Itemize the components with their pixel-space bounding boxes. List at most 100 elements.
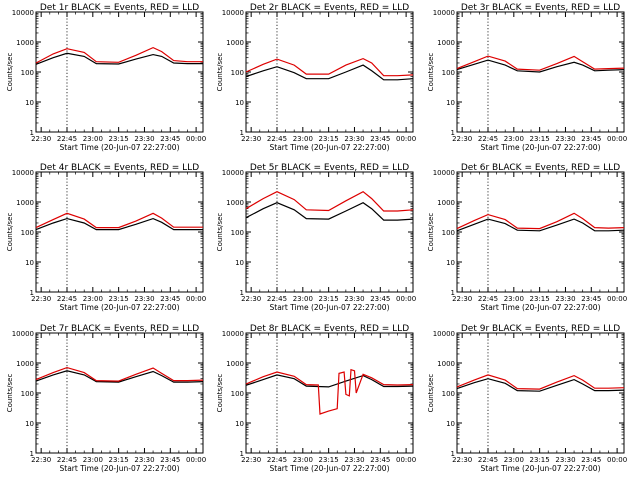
x-tick-label: 22:30 bbox=[452, 456, 472, 464]
x-axis-label: Start Time (20-Jun-07 22:27:00) bbox=[481, 143, 601, 152]
plot-frame bbox=[456, 171, 625, 293]
x-tick-label: 23:30 bbox=[134, 295, 154, 303]
y-tick-label: 1000 bbox=[16, 39, 34, 47]
x-tick-label: 22:45 bbox=[478, 135, 498, 143]
x-tick-label: 22:30 bbox=[452, 135, 472, 143]
x-axis-label: Start Time (20-Jun-07 22:27:00) bbox=[481, 464, 601, 473]
y-axis-label: Counts/sec bbox=[216, 53, 224, 92]
x-tick-label: 00:00 bbox=[186, 295, 206, 303]
y-tick-label: 100 bbox=[442, 229, 455, 237]
plot-frame bbox=[245, 332, 414, 454]
x-tick-label: 23:00 bbox=[293, 456, 313, 464]
y-tick-label: 100 bbox=[231, 69, 244, 77]
x-tick-label: 23:30 bbox=[555, 295, 575, 303]
y-tick-label: 10 bbox=[446, 99, 455, 107]
x-tick-label: 23:30 bbox=[134, 135, 154, 143]
series-line-lld bbox=[35, 212, 203, 229]
chart-title: Det 3r BLACK = Events, RED = LLD bbox=[461, 3, 620, 13]
x-axis-label: Start Time (20-Jun-07 22:27:00) bbox=[481, 303, 601, 312]
chart-panel-4: Det 4r BLACK = Events, RED = LLD 1 10 100 10… bbox=[6, 163, 206, 312]
x-tick-label: 23:30 bbox=[555, 456, 575, 464]
x-tick-label: 22:30 bbox=[241, 135, 261, 143]
series-line-lld bbox=[35, 46, 203, 64]
y-axis-label: Counts/sec bbox=[216, 213, 224, 252]
chart-panel-8: Det 8r BLACK = Events, RED = LLD 1 10 100 10… bbox=[216, 324, 416, 473]
y-tick-label: 1000 bbox=[226, 199, 244, 207]
y-tick-label: 1000 bbox=[437, 39, 455, 47]
y-tick-label: 1000 bbox=[16, 360, 34, 368]
y-tick-label: 100 bbox=[442, 69, 455, 77]
x-tick-label: 23:45 bbox=[370, 456, 390, 464]
x-tick-label: 23:45 bbox=[370, 295, 390, 303]
x-axis-label: Start Time (20-Jun-07 22:27:00) bbox=[270, 464, 390, 473]
x-tick-label: 22:30 bbox=[452, 295, 472, 303]
y-tick-label: 10 bbox=[235, 99, 244, 107]
x-tick-label: 22:30 bbox=[31, 456, 51, 464]
y-tick-label: 1 bbox=[451, 129, 455, 137]
plot-frame bbox=[456, 332, 625, 454]
series-line-lld bbox=[456, 55, 625, 71]
x-tick-label: 22:45 bbox=[478, 456, 498, 464]
x-axis-label: Start Time (20-Jun-07 22:27:00) bbox=[270, 143, 390, 152]
y-axis-label: Counts/sec bbox=[427, 213, 435, 252]
x-tick-label: 23:45 bbox=[160, 135, 180, 143]
x-tick-label: 23:45 bbox=[581, 295, 601, 303]
series-line-events bbox=[35, 52, 203, 65]
series-line-lld bbox=[245, 57, 414, 77]
x-tick-label: 23:00 bbox=[293, 295, 313, 303]
x-tick-label: 00:00 bbox=[186, 135, 206, 143]
y-tick-label: 10000 bbox=[222, 9, 244, 17]
chart-title: Det 5r BLACK = Events, RED = LLD bbox=[250, 163, 409, 173]
y-tick-label: 1000 bbox=[226, 39, 244, 47]
y-axis-label: Counts/sec bbox=[427, 374, 435, 413]
chart-title: Det 9r BLACK = Events, RED = LLD bbox=[461, 324, 620, 334]
y-tick-label: 10 bbox=[25, 99, 34, 107]
series-line-events bbox=[456, 59, 625, 73]
y-tick-label: 1 bbox=[240, 289, 244, 297]
plot-frame bbox=[35, 11, 204, 133]
y-tick-label: 1000 bbox=[226, 360, 244, 368]
x-tick-label: 00:00 bbox=[607, 135, 627, 143]
x-axis-label: Start Time (20-Jun-07 22:27:00) bbox=[60, 464, 180, 473]
y-tick-label: 10000 bbox=[433, 9, 455, 17]
series-line-events bbox=[35, 217, 203, 231]
y-tick-label: 10 bbox=[25, 259, 34, 267]
chart-title: Det 8r BLACK = Events, RED = LLD bbox=[250, 324, 409, 334]
x-tick-label: 22:45 bbox=[267, 456, 287, 464]
series-line-events bbox=[245, 64, 414, 81]
x-tick-label: 22:30 bbox=[241, 295, 261, 303]
chart-panel-5: Det 5r BLACK = Events, RED = LLD 1 10 100 10… bbox=[216, 163, 416, 312]
y-tick-label: 10 bbox=[235, 259, 244, 267]
series-line-events bbox=[456, 218, 625, 232]
y-tick-label: 1 bbox=[240, 450, 244, 458]
series-line-events bbox=[35, 370, 204, 383]
series-line-lld bbox=[245, 368, 414, 415]
x-tick-label: 23:45 bbox=[581, 456, 601, 464]
chart-title: Det 4r BLACK = Events, RED = LLD bbox=[40, 163, 199, 173]
x-tick-label: 23:45 bbox=[160, 295, 180, 303]
x-tick-label: 23:15 bbox=[319, 295, 339, 303]
x-tick-label: 00:00 bbox=[396, 295, 416, 303]
x-tick-label: 23:30 bbox=[344, 456, 364, 464]
x-tick-label: 23:00 bbox=[504, 135, 524, 143]
y-tick-label: 1000 bbox=[437, 360, 455, 368]
x-tick-label: 23:30 bbox=[344, 295, 364, 303]
x-tick-label: 23:15 bbox=[319, 135, 339, 143]
x-tick-label: 22:45 bbox=[57, 456, 77, 464]
chart-panel-9: Det 9r BLACK = Events, RED = LLD 1 10 100 10… bbox=[427, 324, 627, 473]
y-tick-label: 10000 bbox=[12, 169, 34, 177]
x-tick-label: 23:15 bbox=[319, 456, 339, 464]
y-tick-label: 10 bbox=[25, 420, 34, 428]
x-tick-label: 23:15 bbox=[109, 456, 129, 464]
x-tick-label: 00:00 bbox=[396, 456, 416, 464]
x-tick-label: 22:45 bbox=[267, 295, 287, 303]
y-tick-label: 10000 bbox=[222, 330, 244, 338]
y-tick-label: 1 bbox=[30, 289, 34, 297]
x-tick-label: 23:00 bbox=[83, 456, 103, 464]
y-tick-label: 10000 bbox=[12, 9, 34, 17]
y-tick-label: 100 bbox=[21, 229, 34, 237]
x-tick-label: 22:45 bbox=[478, 295, 498, 303]
x-tick-label: 23:00 bbox=[504, 295, 524, 303]
x-tick-label: 23:15 bbox=[530, 135, 550, 143]
x-axis-label: Start Time (20-Jun-07 22:27:00) bbox=[270, 303, 390, 312]
